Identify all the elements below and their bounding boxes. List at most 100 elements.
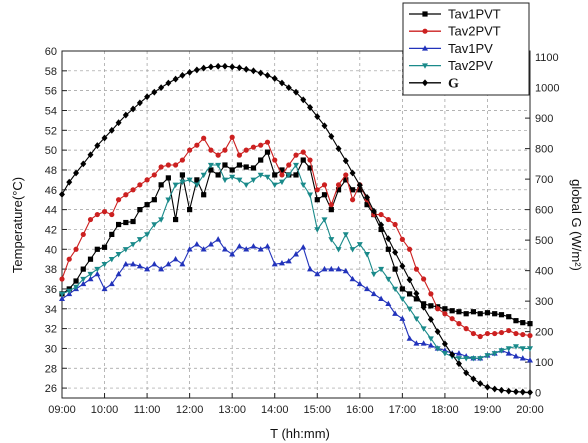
point-tav2pvt xyxy=(250,144,257,150)
point-tav1pv xyxy=(406,335,413,341)
point-tav2pvt xyxy=(187,147,193,153)
point-tav1pv xyxy=(221,246,228,252)
point-tav2pv xyxy=(300,182,307,189)
point-tav1pvt xyxy=(215,172,221,178)
point-tav2pvt xyxy=(66,256,72,262)
point-g xyxy=(321,122,328,130)
point-tav1pvt xyxy=(357,187,363,193)
y-tick-label: 54 xyxy=(45,105,57,117)
legend-item-tav1pvt: Tav1PVT xyxy=(409,7,501,22)
point-tav2pv xyxy=(130,242,137,248)
point-tav2pv xyxy=(307,192,314,198)
legend-swatch-marker xyxy=(422,28,428,34)
point-tav2pvt xyxy=(421,276,427,282)
point-tav1pv xyxy=(349,275,356,282)
x-tick-label: 14:00 xyxy=(261,404,289,416)
point-tav2pvt xyxy=(208,147,214,153)
point-tav1pv xyxy=(413,340,420,346)
point-tav2pv xyxy=(491,351,498,357)
point-g xyxy=(512,388,519,396)
point-tav2pvt xyxy=(272,157,278,163)
point-tav2pvt xyxy=(343,172,349,178)
point-tav2pv xyxy=(122,247,129,253)
x-tick-label: 10:00 xyxy=(91,404,119,416)
point-tav1pv xyxy=(250,243,257,249)
point-tav2pv xyxy=(512,344,519,350)
point-tav1pv xyxy=(356,280,363,287)
series-g xyxy=(59,62,533,396)
point-g xyxy=(385,235,392,243)
point-tav1pvt xyxy=(179,172,186,178)
point-tav2pv xyxy=(293,162,299,169)
point-g xyxy=(73,169,80,177)
x-tick-label: 15:00 xyxy=(304,404,332,416)
point-tav2pv xyxy=(264,174,271,181)
point-tav1pvt xyxy=(115,221,122,228)
y2-tick-label: 200 xyxy=(535,327,553,339)
point-g xyxy=(59,190,65,198)
point-tav1pv xyxy=(378,295,385,302)
point-tav1pvt xyxy=(73,278,79,284)
x-tick-label: 19:00 xyxy=(474,404,502,416)
point-g xyxy=(221,62,228,70)
point-tav2pv xyxy=(335,247,342,253)
x-tick-label: 20:00 xyxy=(516,404,544,416)
y2-tick-label: 900 xyxy=(535,113,553,125)
point-tav1pv xyxy=(108,280,115,287)
point-tav1pv xyxy=(257,246,264,252)
point-g xyxy=(413,290,420,297)
y2-tick-label: 400 xyxy=(535,266,553,278)
point-tav1pv xyxy=(399,315,406,321)
point-tav1pv xyxy=(122,260,129,267)
point-tav2pv xyxy=(477,356,484,362)
point-g xyxy=(505,387,512,395)
point-tav1pv xyxy=(512,353,519,359)
point-tav2pvt xyxy=(506,327,512,334)
point-tav1pvt xyxy=(229,167,235,173)
point-tav1pvt xyxy=(187,207,193,213)
point-tav2pvt xyxy=(222,147,228,153)
point-tav1pv xyxy=(420,340,427,346)
point-tav1pv xyxy=(130,260,137,267)
point-tav2pvt xyxy=(406,246,413,252)
x-tick-label: 11:00 xyxy=(134,404,161,416)
point-g xyxy=(165,79,172,87)
point-g xyxy=(314,113,321,120)
point-g xyxy=(455,360,462,368)
point-tav2pvt xyxy=(201,135,207,141)
point-tav1pv xyxy=(392,310,399,316)
series-tav2pv xyxy=(59,162,533,362)
series-tav1pvt xyxy=(59,149,533,327)
point-tav2pv xyxy=(158,217,165,223)
point-tav2pv xyxy=(136,237,143,243)
point-tav2pv xyxy=(271,182,278,189)
point-g xyxy=(285,84,292,92)
y-tick-label: 40 xyxy=(45,244,57,256)
point-tav1pvt xyxy=(250,165,257,171)
point-tav1pv xyxy=(179,260,186,267)
point-tav2pvt xyxy=(307,157,313,163)
point-tav1pvt xyxy=(513,318,519,324)
point-tav2pv xyxy=(441,351,448,357)
point-tav1pvt xyxy=(456,309,462,315)
legend-item-tav2pv: Tav2PV xyxy=(409,58,493,73)
point-tav1pvt xyxy=(201,192,207,198)
point-g xyxy=(87,151,94,159)
point-tav2pvt xyxy=(264,139,271,145)
point-tav2pv xyxy=(215,162,222,169)
y2-tick-label: 700 xyxy=(535,174,553,186)
legend-item-tav2pvt: Tav2PVT xyxy=(409,24,501,39)
point-tav2pvt xyxy=(527,332,533,339)
point-tav1pvt xyxy=(364,202,370,208)
point-tav1pv xyxy=(328,265,335,272)
point-tav2pvt xyxy=(286,162,292,168)
point-tav1pv xyxy=(264,243,271,249)
point-tav1pvt xyxy=(130,218,136,225)
point-tav2pvt xyxy=(101,209,108,215)
point-tav2pvt xyxy=(314,187,320,193)
legend-label: Tav1PV xyxy=(448,41,493,56)
y-ticks-left: 26 28 30 32 34 36 38 40 42 44 46 48 50 52 54 56 58 60 xyxy=(45,46,67,395)
point-g xyxy=(378,221,385,229)
point-tav1pvt xyxy=(165,175,171,181)
point-g xyxy=(498,386,505,394)
